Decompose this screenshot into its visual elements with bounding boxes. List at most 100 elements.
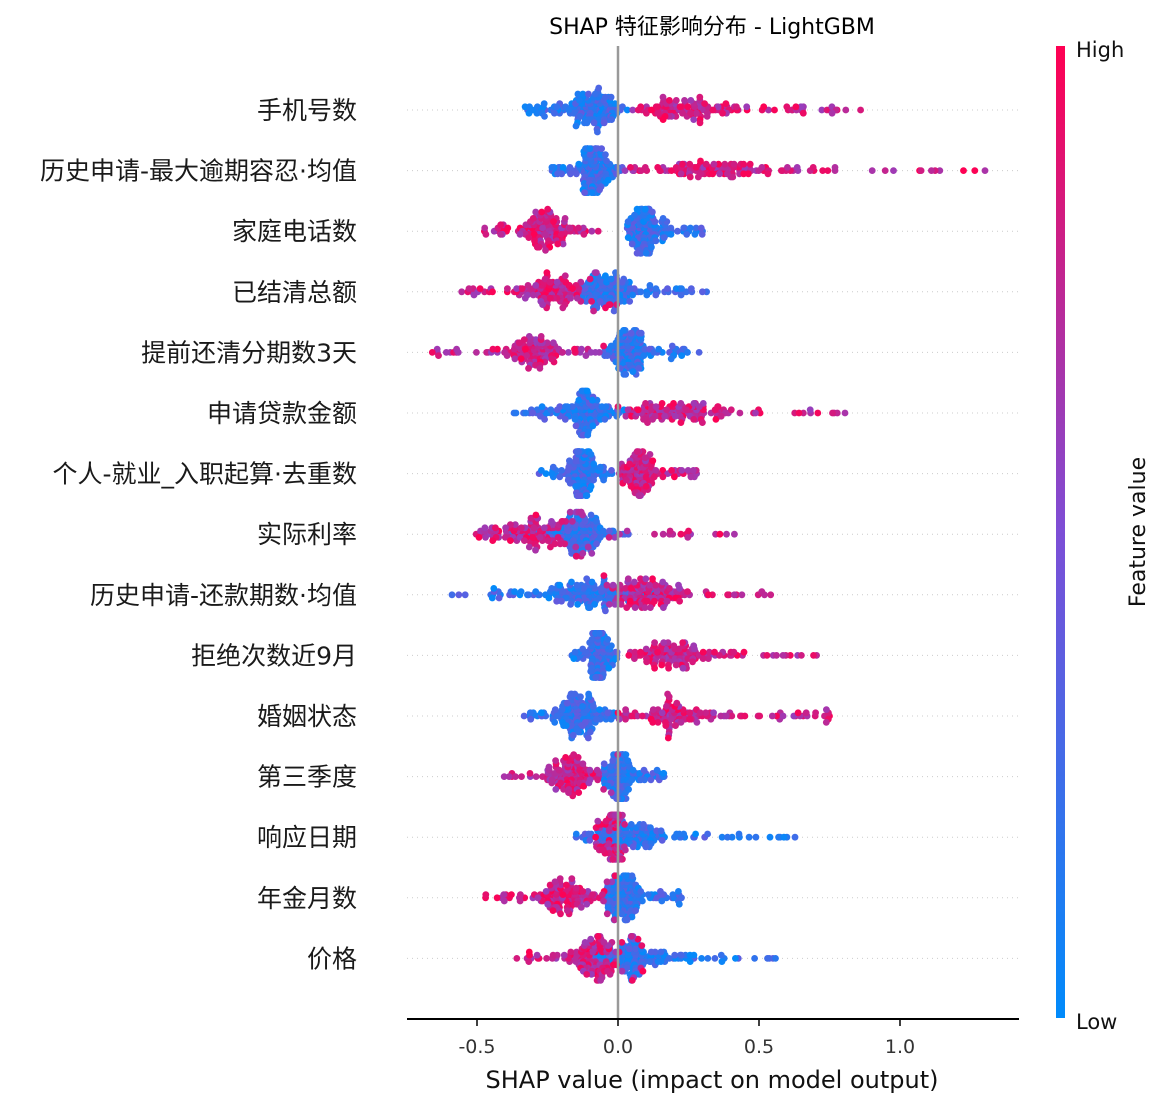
x-tick-label: -0.5 bbox=[458, 1036, 495, 1058]
shap-point bbox=[572, 422, 580, 430]
shap-point bbox=[512, 773, 519, 780]
shap-point bbox=[625, 786, 632, 793]
shap-point bbox=[588, 636, 596, 643]
shap-point bbox=[657, 827, 665, 835]
shap-point bbox=[627, 585, 635, 592]
shap-point bbox=[664, 690, 671, 698]
shap-point bbox=[779, 652, 787, 659]
shap-point bbox=[535, 243, 543, 251]
shap-point bbox=[624, 757, 632, 764]
shap-point bbox=[454, 349, 462, 356]
shap-point bbox=[500, 773, 508, 780]
colorbar-high-label: High bbox=[1076, 38, 1124, 62]
shap-point bbox=[709, 106, 717, 114]
shap-point bbox=[621, 167, 629, 175]
shap-point bbox=[716, 530, 724, 538]
shap-point bbox=[507, 537, 514, 544]
shap-point bbox=[588, 189, 596, 197]
shap-point bbox=[704, 591, 712, 599]
shap-point bbox=[690, 116, 698, 123]
shap-point bbox=[766, 833, 774, 841]
shap-point bbox=[686, 951, 694, 959]
shap-point bbox=[628, 776, 636, 784]
shap-point bbox=[554, 534, 562, 541]
shap-point bbox=[657, 888, 664, 895]
shap-point bbox=[586, 728, 594, 736]
shap-point bbox=[539, 301, 546, 308]
feature-label: 历史申请-最大逾期容忍·均值 bbox=[40, 157, 357, 186]
shap-point bbox=[587, 451, 595, 458]
shap-point bbox=[691, 645, 698, 653]
shap-point bbox=[560, 951, 568, 959]
shap-point bbox=[577, 693, 584, 701]
shap-point bbox=[649, 706, 657, 713]
shap-point bbox=[667, 355, 675, 363]
shap-point bbox=[655, 345, 663, 353]
shap-point bbox=[685, 527, 692, 535]
shap-point bbox=[624, 218, 632, 226]
shap-point bbox=[881, 167, 889, 175]
shap-point bbox=[640, 821, 647, 828]
shap-point bbox=[634, 406, 642, 414]
shap-point bbox=[583, 900, 591, 908]
shap-point bbox=[490, 585, 498, 592]
shap-point bbox=[493, 894, 501, 902]
shap-point bbox=[622, 715, 629, 723]
shap-point bbox=[717, 951, 725, 959]
shap-point bbox=[557, 910, 564, 918]
shap-point bbox=[783, 103, 791, 111]
shap-point bbox=[798, 652, 805, 659]
shap-point bbox=[583, 971, 591, 978]
shap-point bbox=[647, 604, 654, 611]
shap-point bbox=[620, 327, 627, 334]
shap-point bbox=[608, 467, 615, 474]
shap-point bbox=[677, 291, 685, 299]
shap-point bbox=[575, 224, 582, 232]
shap-point bbox=[575, 160, 583, 168]
shap-point bbox=[600, 939, 608, 946]
shap-point bbox=[794, 709, 802, 717]
shap-point bbox=[641, 205, 649, 213]
shap-point bbox=[508, 891, 515, 898]
shap-point bbox=[537, 333, 545, 340]
shap-point bbox=[745, 833, 753, 841]
shap-point bbox=[567, 948, 575, 956]
shap-point bbox=[588, 971, 595, 978]
shap-point bbox=[646, 958, 654, 965]
shap-point bbox=[516, 231, 524, 238]
shap-point bbox=[622, 751, 630, 758]
shap-point bbox=[752, 409, 759, 417]
shap-point bbox=[659, 473, 667, 481]
shap-point bbox=[799, 109, 807, 117]
shap-point bbox=[577, 904, 585, 911]
shap-point bbox=[648, 106, 655, 114]
shap-point bbox=[649, 575, 656, 583]
shap-point bbox=[622, 846, 629, 854]
shap-point bbox=[572, 457, 580, 465]
shap-point bbox=[828, 109, 836, 117]
feature-label: 年金月数 bbox=[257, 884, 357, 913]
shap-point bbox=[525, 958, 533, 965]
shap-point bbox=[710, 709, 717, 717]
shap-point bbox=[583, 492, 591, 499]
shap-point bbox=[481, 524, 489, 532]
shap-point bbox=[641, 345, 649, 353]
shap-point bbox=[495, 594, 503, 602]
shap-point bbox=[622, 476, 630, 484]
shap-point bbox=[690, 400, 698, 407]
shap-point bbox=[567, 170, 574, 178]
shap-point bbox=[705, 655, 712, 662]
shap-point bbox=[697, 170, 705, 178]
shap-point bbox=[532, 336, 540, 343]
shap-point bbox=[730, 648, 738, 656]
shap-point bbox=[547, 543, 554, 551]
x-axis-label: SHAP value (impact on model output) bbox=[486, 1066, 939, 1094]
shap-point bbox=[582, 298, 590, 305]
shap-point bbox=[531, 237, 538, 245]
shap-point bbox=[567, 294, 574, 302]
shap-point bbox=[679, 109, 686, 117]
shap-point bbox=[698, 955, 705, 962]
shap-point bbox=[819, 167, 827, 175]
shap-point bbox=[473, 349, 480, 356]
shap-point bbox=[574, 492, 582, 499]
